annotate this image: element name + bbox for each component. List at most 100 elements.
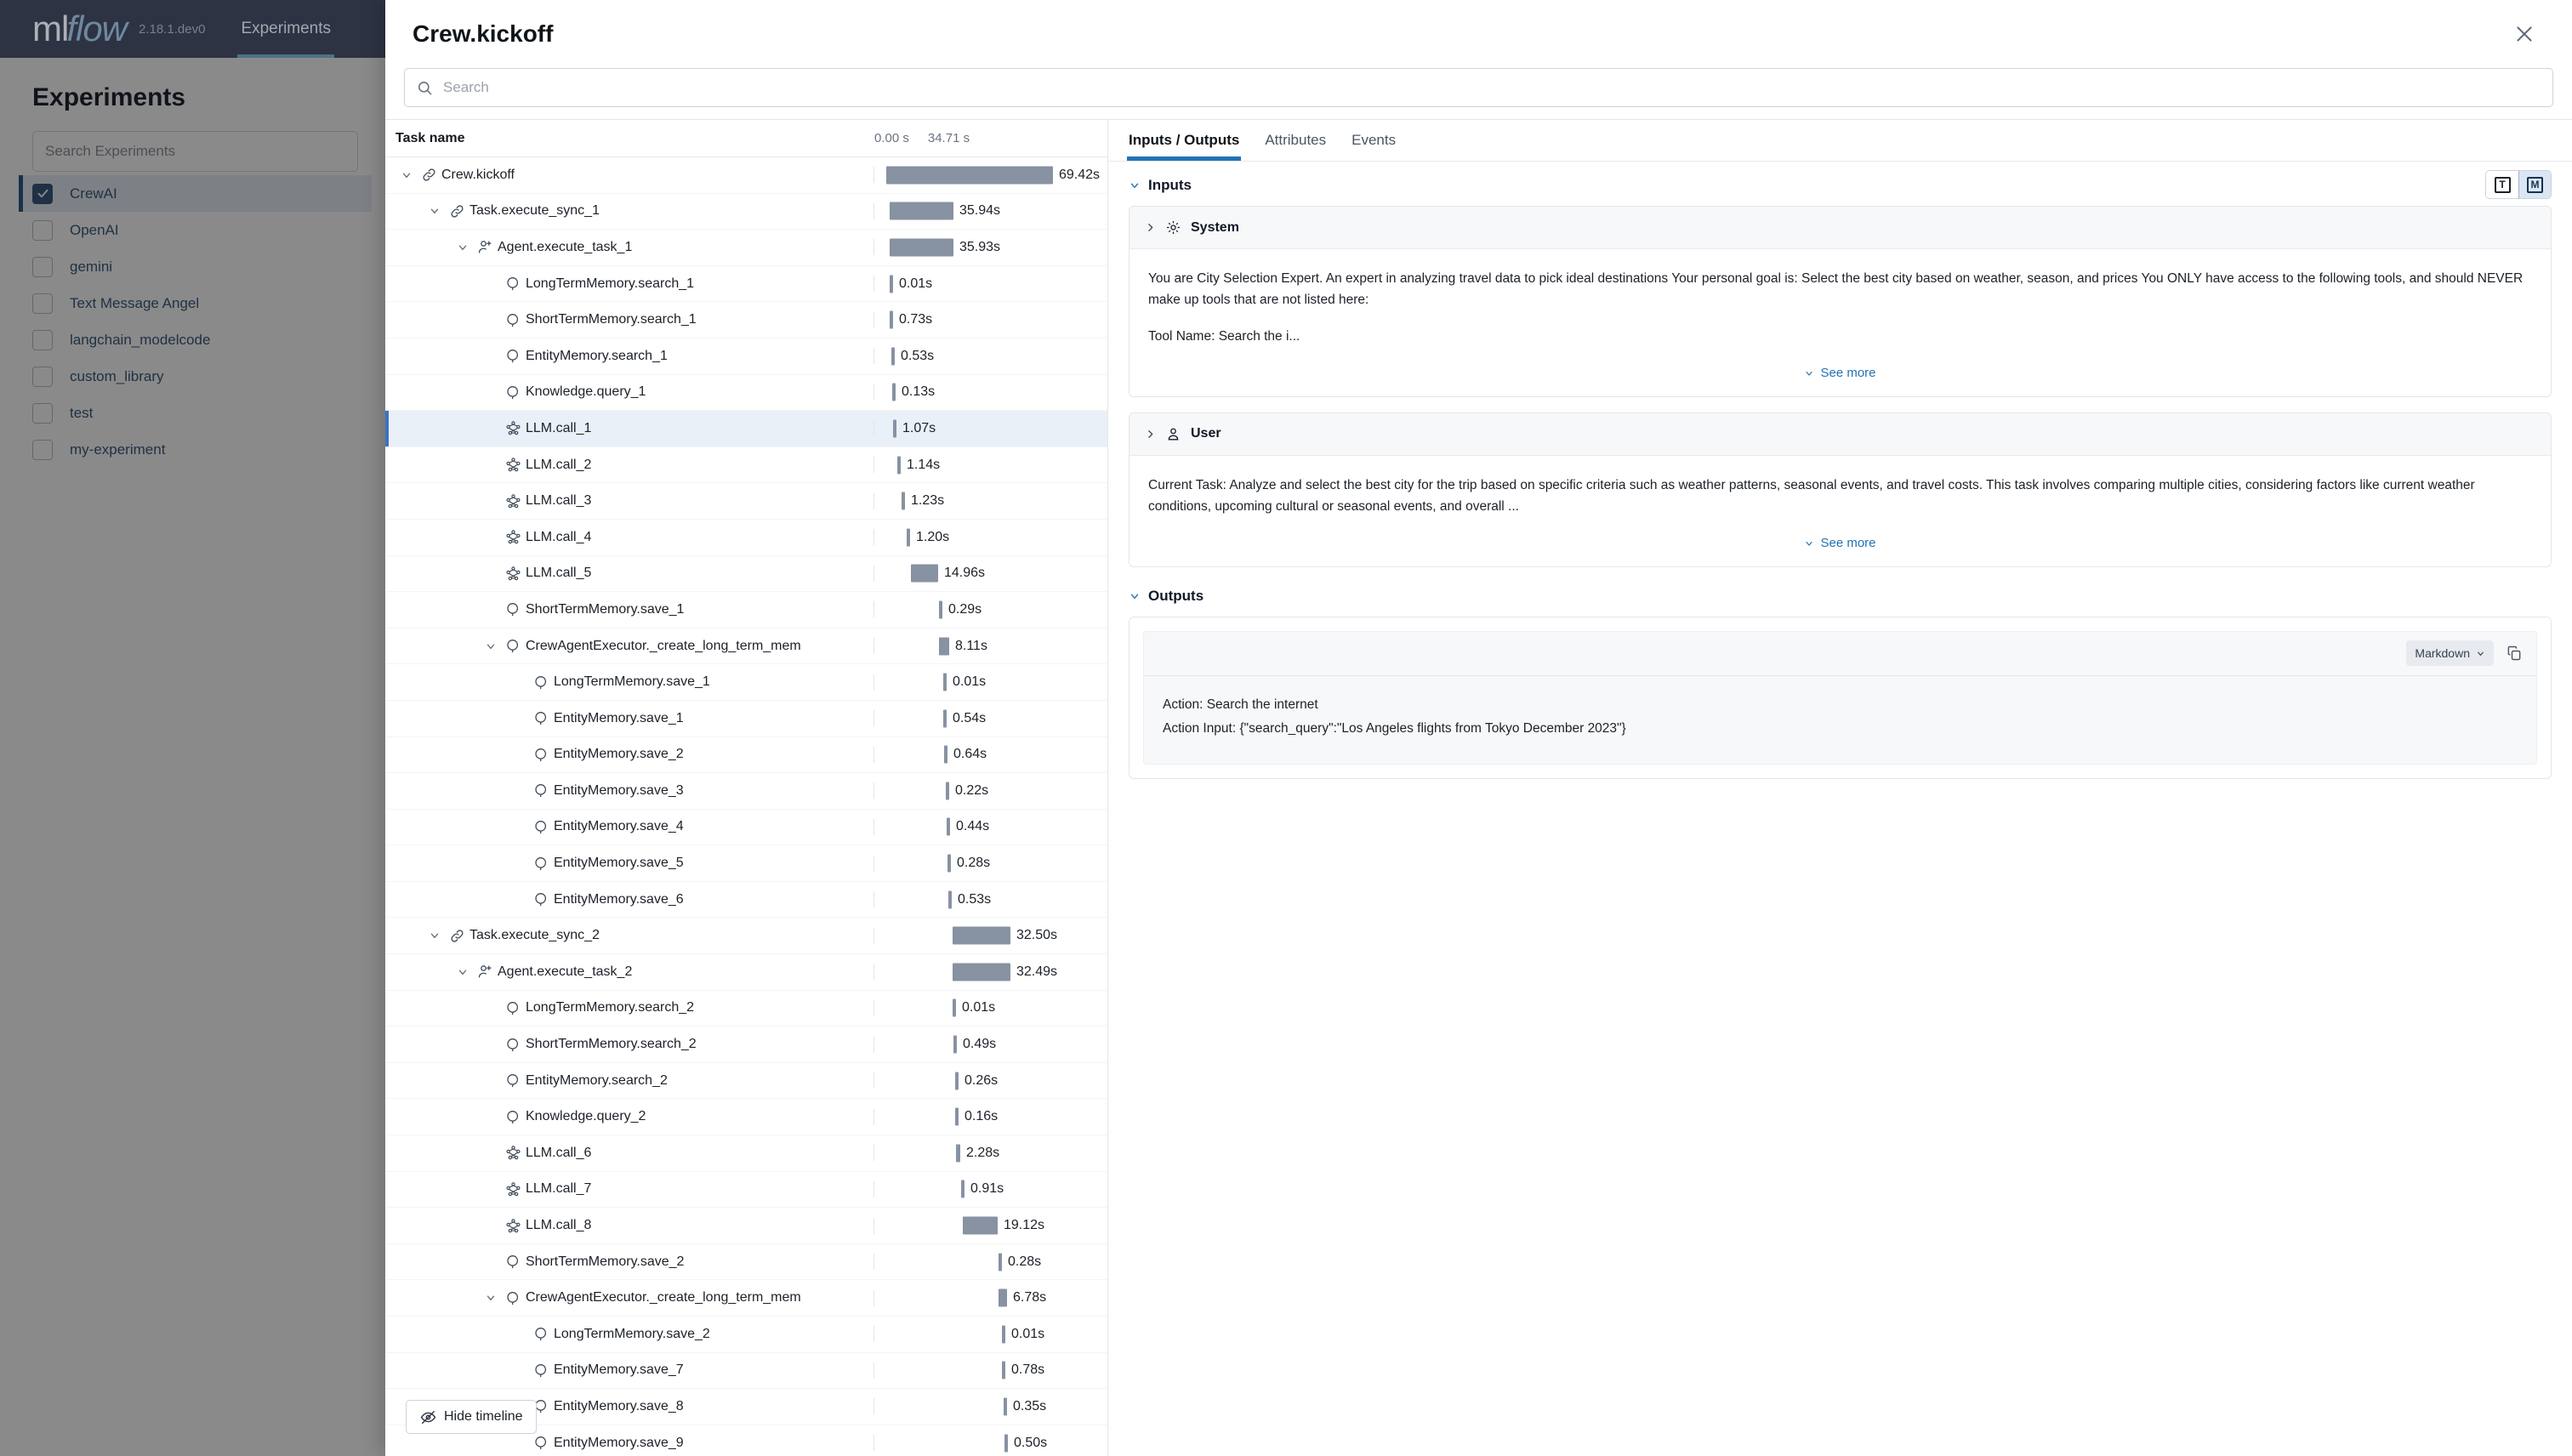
sidebar-item-test[interactable]: test bbox=[19, 395, 372, 431]
table-row[interactable]: LongTermMemory.search_2 0.01s bbox=[385, 991, 1107, 1027]
table-row[interactable]: EntityMemory.save_7 0.78s bbox=[385, 1353, 1107, 1390]
table-row[interactable]: ShortTermMemory.save_2 0.28s bbox=[385, 1244, 1107, 1281]
experiment-checkbox[interactable] bbox=[32, 439, 53, 460]
table-row[interactable]: ShortTermMemory.search_1 0.73s bbox=[385, 302, 1107, 338]
close-icon[interactable] bbox=[2509, 19, 2540, 49]
tab-inputs-outputs[interactable]: Inputs / Outputs bbox=[1126, 120, 1242, 161]
sidebar-item-label: Text Message Angel bbox=[70, 294, 200, 311]
chevron-down-icon[interactable] bbox=[453, 242, 472, 253]
experiment-search-input[interactable]: Search Experiments bbox=[32, 131, 358, 172]
table-row[interactable]: CrewAgentExecutor._create_long_term_mem 6… bbox=[385, 1280, 1107, 1317]
duration-label: 0.35s bbox=[1013, 1398, 1047, 1413]
table-row[interactable]: LLM.call_6 2.28s bbox=[385, 1135, 1107, 1172]
text-view-button[interactable]: T bbox=[2486, 171, 2518, 198]
table-row[interactable]: EntityMemory.save_4 0.44s bbox=[385, 810, 1107, 846]
chain-icon bbox=[416, 167, 441, 183]
markdown-view-label: M bbox=[2527, 176, 2543, 193]
table-row[interactable]: Crew.kickoff 69.42s bbox=[385, 157, 1107, 194]
duration-bar-cell: 0.73s bbox=[874, 302, 1107, 338]
sidebar-item-custom-library[interactable]: custom_library bbox=[19, 358, 372, 395]
table-row[interactable]: LLM.call_2 1.14s bbox=[385, 447, 1107, 484]
table-row[interactable]: EntityMemory.save_5 0.28s bbox=[385, 845, 1107, 882]
task-name-label: LLM.call_2 bbox=[526, 457, 592, 472]
table-row[interactable]: EntityMemory.save_3 0.22s bbox=[385, 773, 1107, 810]
duration-label: 0.50s bbox=[1014, 1435, 1048, 1450]
duration-bar bbox=[1004, 1434, 1008, 1453]
outputs-section-header[interactable]: Outputs bbox=[1129, 588, 2552, 605]
experiment-checkbox[interactable] bbox=[32, 366, 53, 387]
sidebar-item-my-experiment[interactable]: my-experiment bbox=[19, 431, 372, 468]
sidebar-item-text-message-angel[interactable]: Text Message Angel bbox=[19, 285, 372, 321]
sidebar-item-gemini[interactable]: gemini bbox=[19, 248, 372, 285]
table-row[interactable]: LLM.call_8 19.12s bbox=[385, 1208, 1107, 1244]
table-row[interactable]: LLM.call_4 1.20s bbox=[385, 520, 1107, 556]
sidebar-item-crewai[interactable]: CrewAI bbox=[19, 175, 372, 212]
table-row[interactable]: LLM.call_7 0.91s bbox=[385, 1172, 1107, 1209]
table-row[interactable]: EntityMemory.search_1 0.53s bbox=[385, 338, 1107, 375]
inputs-section-header[interactable]: Inputs T M bbox=[1129, 170, 2552, 199]
table-row[interactable]: EntityMemory.save_6 0.53s bbox=[385, 882, 1107, 919]
experiment-checkbox[interactable] bbox=[32, 293, 53, 314]
experiment-checkbox[interactable] bbox=[32, 256, 53, 277]
table-row[interactable]: Agent.execute_task_1 35.93s bbox=[385, 230, 1107, 266]
duration-bar bbox=[956, 1144, 960, 1163]
message-header[interactable]: System bbox=[1130, 207, 2551, 249]
table-row[interactable]: CrewAgentExecutor._create_long_term_mem 8… bbox=[385, 628, 1107, 665]
table-row[interactable]: Knowledge.query_2 0.16s bbox=[385, 1099, 1107, 1136]
chevron-right-icon[interactable] bbox=[1145, 222, 1156, 233]
search-circle-icon bbox=[528, 856, 554, 872]
chevron-down-icon[interactable] bbox=[425, 930, 444, 941]
search-circle-icon bbox=[500, 1000, 526, 1016]
table-row[interactable]: EntityMemory.save_9 0.50s bbox=[385, 1425, 1107, 1456]
chevron-down-icon[interactable] bbox=[397, 169, 416, 181]
output-toolbar: Markdown bbox=[1144, 632, 2536, 676]
output-format-select[interactable]: Markdown bbox=[2406, 640, 2494, 667]
tab-events[interactable]: Events bbox=[1351, 120, 1396, 161]
markdown-view-button[interactable]: M bbox=[2518, 171, 2551, 198]
chevron-down-icon[interactable] bbox=[425, 205, 444, 217]
chevron-down-icon[interactable] bbox=[481, 1292, 500, 1304]
table-row[interactable]: Task.execute_sync_1 35.94s bbox=[385, 194, 1107, 230]
copy-icon[interactable] bbox=[2506, 645, 2523, 662]
task-name-cell: LongTermMemory.search_1 bbox=[385, 276, 874, 293]
table-row[interactable]: EntityMemory.save_1 0.54s bbox=[385, 701, 1107, 737]
experiment-checkbox[interactable] bbox=[32, 183, 53, 204]
experiment-checkbox[interactable] bbox=[32, 402, 53, 424]
mlflow-logo[interactable]: ml flow bbox=[32, 11, 128, 47]
modal-dim-overlay[interactable] bbox=[0, 58, 391, 1456]
chevron-down-icon[interactable] bbox=[453, 966, 472, 978]
duration-label: 0.64s bbox=[953, 747, 987, 762]
table-row[interactable]: LLM.call_3 1.23s bbox=[385, 483, 1107, 520]
task-name-label: CrewAgentExecutor._create_long_term_mem bbox=[526, 638, 801, 653]
experiment-checkbox[interactable] bbox=[32, 329, 53, 350]
table-row[interactable]: LLM.call_1 1.07s bbox=[385, 411, 1107, 447]
sidebar-item-openai[interactable]: OpenAI bbox=[19, 212, 372, 248]
table-row[interactable]: LongTermMemory.search_1 0.01s bbox=[385, 266, 1107, 303]
message-header[interactable]: User bbox=[1130, 412, 2551, 456]
table-row[interactable]: EntityMemory.save_8 0.35s bbox=[385, 1389, 1107, 1425]
chevron-down-icon[interactable] bbox=[481, 640, 500, 652]
see-more-button[interactable]: See more bbox=[1804, 366, 1876, 380]
timeline-rows-container[interactable]: Crew.kickoff 69.42s Task.execute_sync_1 35.… bbox=[385, 157, 1107, 1456]
table-row[interactable]: EntityMemory.save_2 0.64s bbox=[385, 737, 1107, 774]
nav-tab-experiments[interactable]: Experiments bbox=[237, 0, 334, 58]
table-row[interactable]: LLM.call_5 14.96s bbox=[385, 556, 1107, 593]
table-row[interactable]: LongTermMemory.save_2 0.01s bbox=[385, 1317, 1107, 1353]
table-row[interactable]: LongTermMemory.save_1 0.01s bbox=[385, 664, 1107, 701]
duration-bar-cell: 6.78s bbox=[874, 1280, 1107, 1316]
sidebar-item-langchain-modelcode[interactable]: langchain_modelcode bbox=[19, 321, 372, 358]
experiment-checkbox[interactable] bbox=[32, 219, 53, 241]
trace-search-input[interactable]: Search bbox=[404, 68, 2553, 107]
duration-bar-cell: 35.93s bbox=[874, 230, 1107, 265]
hide-timeline-button[interactable]: Hide timeline bbox=[406, 1400, 538, 1434]
table-row[interactable]: Task.execute_sync_2 32.50s bbox=[385, 918, 1107, 955]
tab-attributes[interactable]: Attributes bbox=[1265, 120, 1326, 161]
table-row[interactable]: ShortTermMemory.search_2 0.49s bbox=[385, 1027, 1107, 1063]
table-row[interactable]: EntityMemory.search_2 0.26s bbox=[385, 1063, 1107, 1100]
task-name-cell: Agent.execute_task_1 bbox=[385, 239, 874, 256]
table-row[interactable]: Agent.execute_task_2 32.49s bbox=[385, 954, 1107, 991]
see-more-button[interactable]: See more bbox=[1804, 536, 1876, 550]
chevron-right-icon[interactable] bbox=[1145, 429, 1156, 440]
table-row[interactable]: Knowledge.query_1 0.13s bbox=[385, 375, 1107, 412]
table-row[interactable]: ShortTermMemory.save_1 0.29s bbox=[385, 592, 1107, 628]
